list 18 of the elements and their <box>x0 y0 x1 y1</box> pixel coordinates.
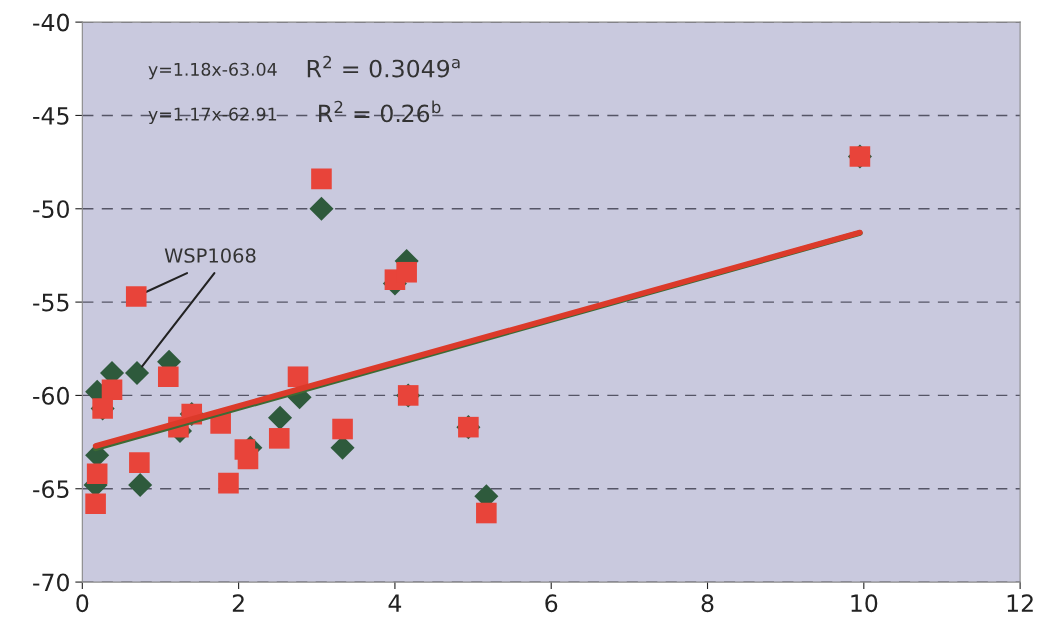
x-tick-label: 10 <box>851 594 878 613</box>
x-tick-label: 0 <box>76 594 89 613</box>
x-tick-label: 2 <box>232 594 244 612</box>
y-tick-label: -45 <box>33 107 69 125</box>
x-tick-label: 8 <box>701 594 714 613</box>
annotation: WSP1068 <box>164 248 256 263</box>
x-tick-label: 4 <box>388 594 402 612</box>
y-tick-label: -60 <box>33 386 69 405</box>
y-tick-label: -40 <box>33 13 69 32</box>
y-tick-label: -50 <box>33 200 69 219</box>
annotation: y=1.18x-63.04 <box>148 62 277 80</box>
y-tick-label: -70 <box>33 573 69 592</box>
x-tick-label: 12 <box>1007 594 1033 612</box>
x-tick-label: 6 <box>545 594 558 613</box>
y-tick-label: -65 <box>33 480 69 499</box>
annotation: y=1.17x-62.91 <box>148 107 277 125</box>
y-tick-label: -55 <box>33 293 69 312</box>
annotation: R$^{2}$ = 0.3049$^{a}$ <box>307 55 460 78</box>
